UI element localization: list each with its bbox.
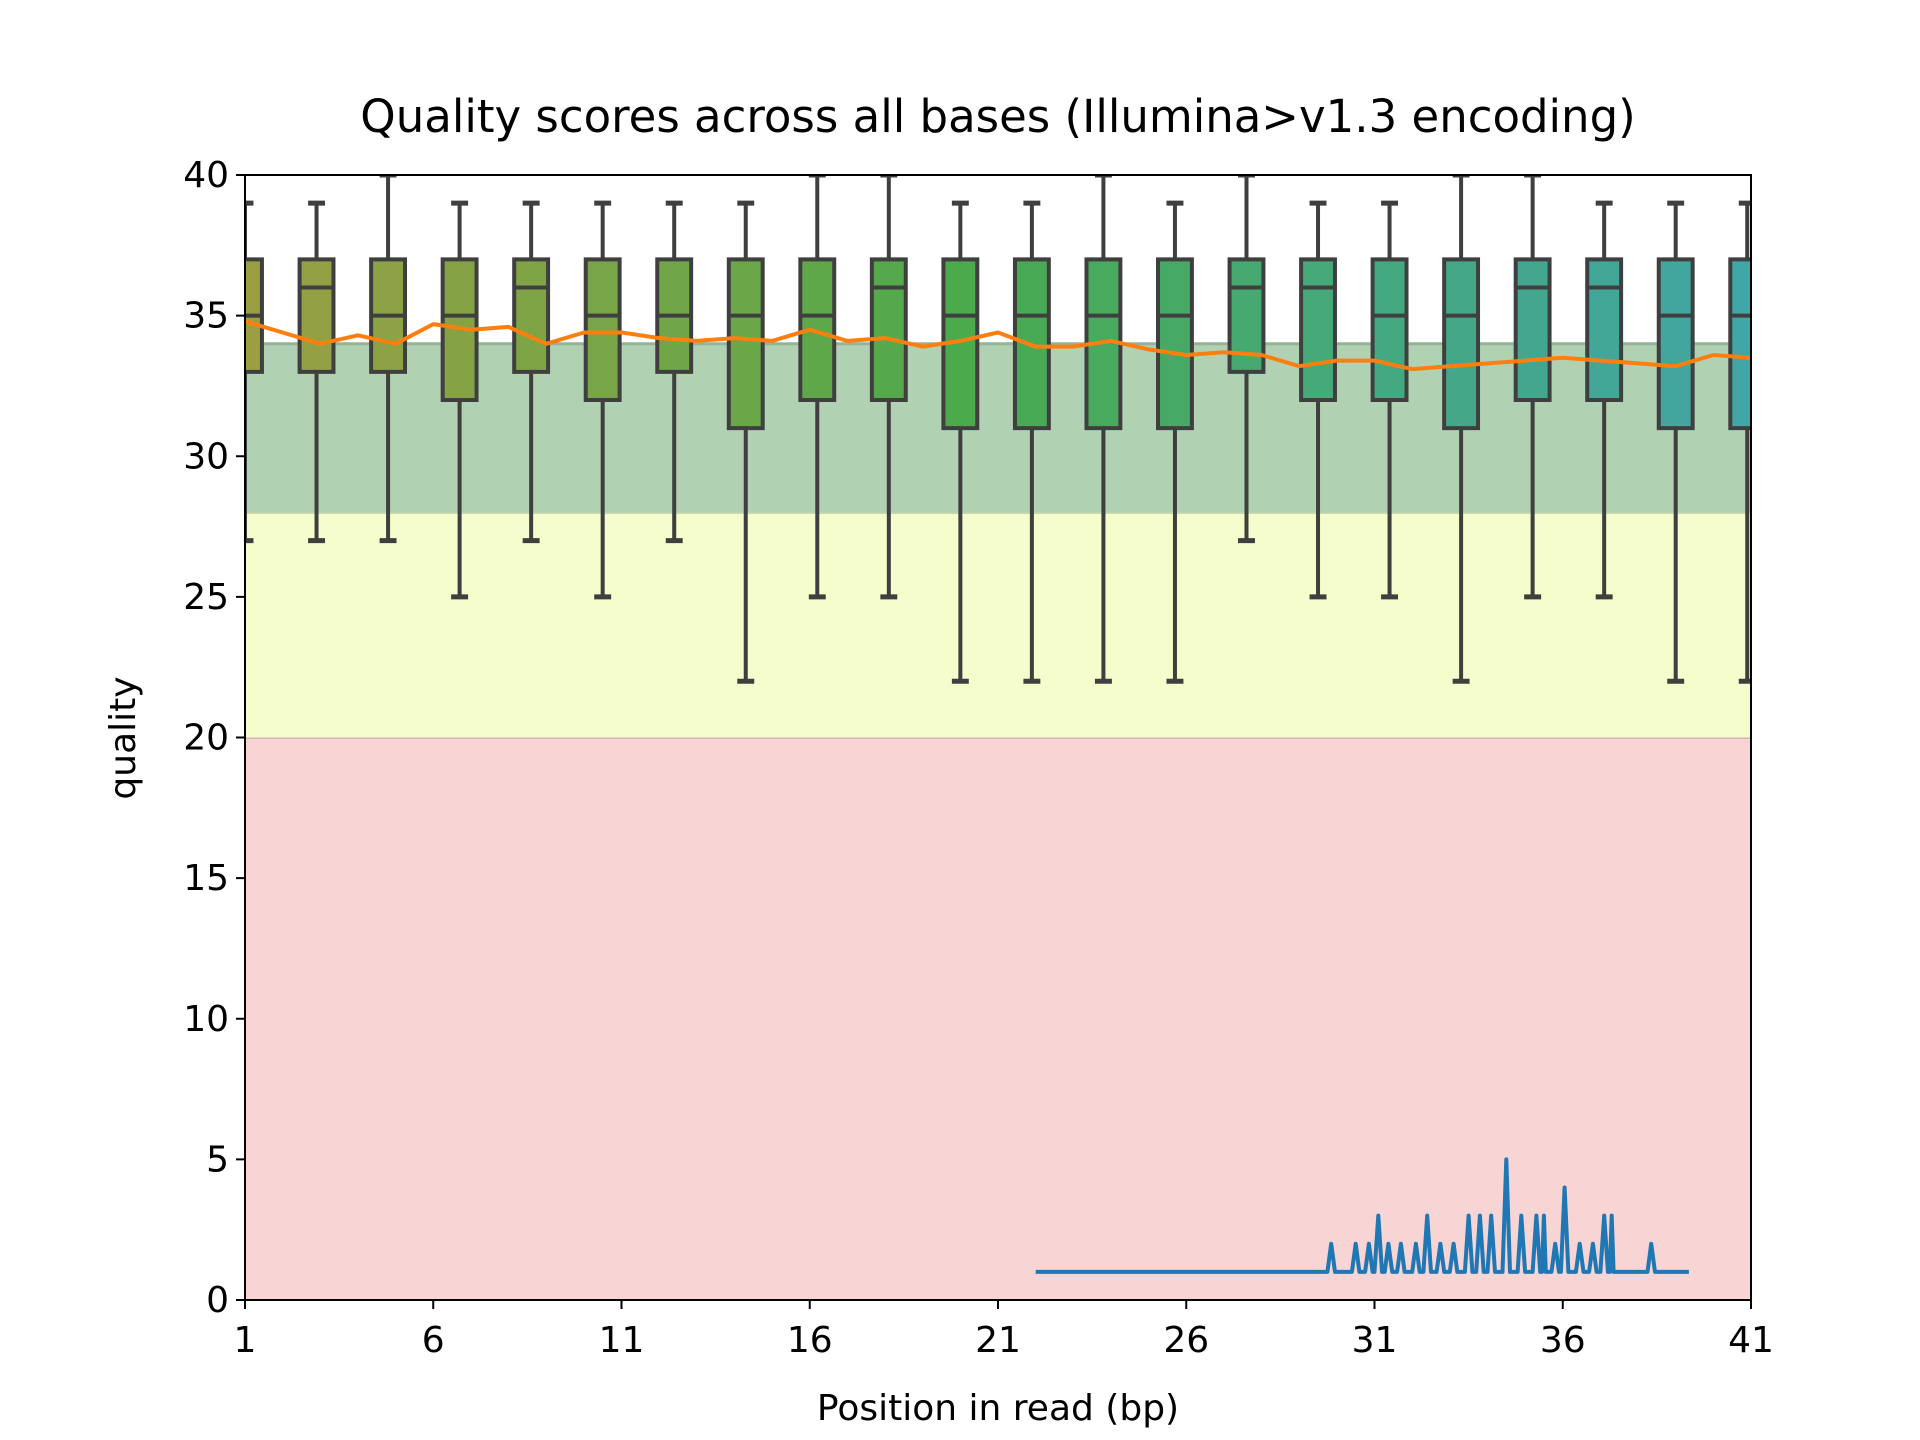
box-group <box>1585 200 1624 600</box>
x-tick-label: 16 <box>787 1320 833 1361</box>
y-tick-label: 40 <box>183 155 229 196</box>
y-tick-label: 0 <box>206 1280 229 1321</box>
box <box>1442 257 1481 431</box>
x-tick-label: 1 <box>234 1320 257 1361</box>
box-group <box>869 175 908 600</box>
box-group <box>583 200 622 600</box>
y-tick-label: 35 <box>183 296 229 337</box>
box-group <box>512 200 551 544</box>
chart-title: Quality scores across all bases (Illumin… <box>360 90 1635 143</box>
y-axis-label: quality <box>103 676 144 799</box>
box <box>1728 257 1751 431</box>
box <box>1156 257 1194 431</box>
box <box>1656 257 1695 431</box>
x-axis-label: Position in read (bp) <box>817 1388 1179 1429</box>
quality-band <box>245 512 1751 738</box>
x-tick-label: 31 <box>1352 1320 1398 1361</box>
x-tick-label: 36 <box>1540 1320 1586 1361</box>
box-group <box>440 200 479 600</box>
box <box>583 257 622 402</box>
box <box>512 257 551 374</box>
box-group <box>726 200 765 684</box>
y-tick-label: 25 <box>183 577 229 618</box>
box <box>1370 257 1409 402</box>
plot-area <box>245 175 1751 1300</box>
box-group <box>1299 200 1337 600</box>
y-tick-label: 15 <box>183 858 229 899</box>
box-group <box>1012 200 1051 684</box>
box <box>1012 257 1051 431</box>
box <box>297 257 336 374</box>
box-group <box>297 200 336 544</box>
y-tick-label: 20 <box>183 718 229 759</box>
box-group <box>1370 200 1409 600</box>
box-group <box>1156 200 1194 684</box>
box-group <box>1728 200 1751 684</box>
box <box>1585 257 1624 402</box>
box-group <box>1656 200 1695 684</box>
y-tick-label: 30 <box>183 436 229 477</box>
x-tick-label: 6 <box>422 1320 445 1361</box>
quality-band <box>245 737 1751 1300</box>
box-group <box>369 175 408 544</box>
box-group <box>655 200 694 544</box>
x-tick-label: 41 <box>1728 1320 1774 1361</box>
box <box>1299 257 1337 402</box>
x-tick-label: 21 <box>975 1320 1021 1361</box>
count-line <box>1035 1157 1689 1274</box>
x-tick-label: 26 <box>1163 1320 1209 1361</box>
box <box>1513 257 1552 402</box>
box <box>726 257 765 431</box>
x-tick-label: 11 <box>599 1320 645 1361</box>
quality-band <box>245 343 1751 513</box>
mean-line <box>245 319 1751 372</box>
box-group <box>1442 175 1481 684</box>
box <box>869 257 908 402</box>
box-group <box>1513 175 1552 600</box>
y-tick-label: 5 <box>206 1139 229 1180</box>
y-tick-label: 10 <box>183 999 229 1040</box>
box-group <box>245 200 264 544</box>
